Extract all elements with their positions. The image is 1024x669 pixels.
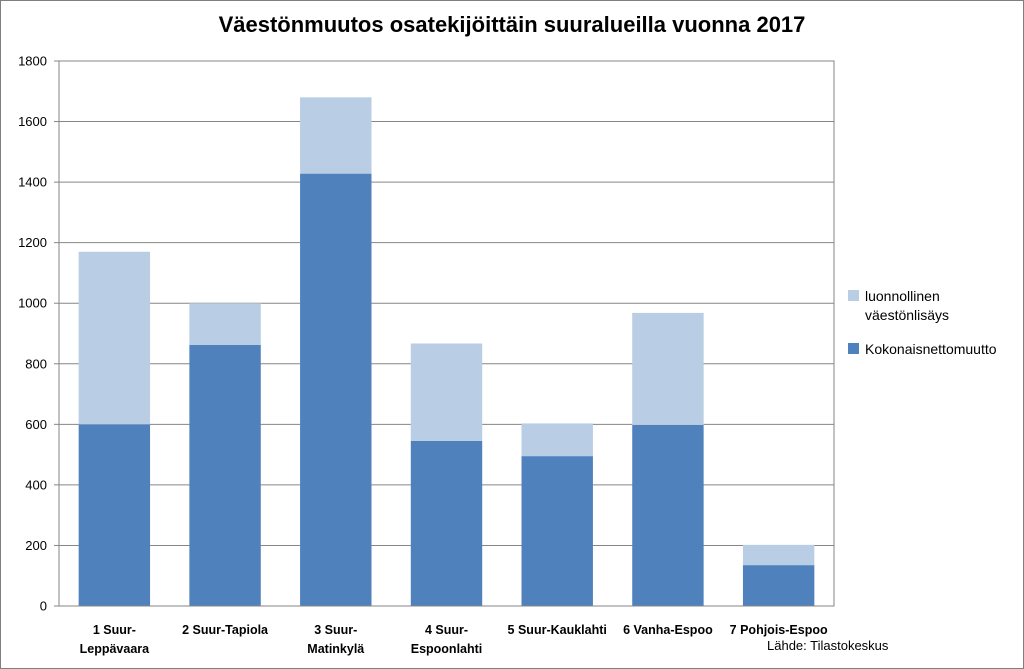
y-tick-label: 1600 xyxy=(18,114,47,129)
x-category-label: 3 Suur- Matinkylä xyxy=(307,623,364,656)
x-category-label: 7 Pohjois-Espoo xyxy=(730,623,828,637)
y-tick-label: 0 xyxy=(40,599,47,614)
x-category-label-line: 1 Suur- xyxy=(93,623,136,637)
x-category-label: 5 Suur-Kauklahti xyxy=(508,623,607,637)
x-category-label: 6 Vanha-Espoo xyxy=(623,623,713,637)
y-tick-label: 200 xyxy=(25,538,47,553)
legend-label-line: luonnollinen xyxy=(865,288,940,304)
legend-label: Kokonaisnettomuutto xyxy=(865,341,997,357)
chart-title: Väestönmuutos osatekijöittäin suuralueil… xyxy=(218,12,806,37)
bar-segment-kokonaisnettomuutto-5 xyxy=(521,456,593,606)
bar-segment-luonnollinen-4 xyxy=(410,343,483,441)
y-tick-label: 1400 xyxy=(18,175,47,190)
x-category-label-line: 2 Suur-Tapiola xyxy=(182,623,269,637)
x-category-label-line: 4 Suur- xyxy=(425,623,468,637)
y-tick-label: 800 xyxy=(25,356,47,371)
x-category-label: 4 Suur- Espoonlahti xyxy=(411,623,483,656)
x-category-label-line: 6 Vanha-Espoo xyxy=(623,623,713,637)
bar-segment-kokonaisnettomuutto-1 xyxy=(78,424,151,606)
legend-swatch xyxy=(848,290,859,301)
legend-label-line: Kokonaisnettomuutto xyxy=(865,341,997,357)
bar-segment-luonnollinen-2 xyxy=(189,303,261,346)
legend-swatch xyxy=(848,343,859,354)
plot-area: 0 200 400 600 800 1000 1200 1400 1600 1800 1 Suur-… xyxy=(18,54,835,656)
bar-segment-kokonaisnettomuutto-2 xyxy=(189,345,261,606)
y-tick-label: 400 xyxy=(25,477,47,492)
bar-segment-kokonaisnettomuutto-7 xyxy=(742,565,815,606)
bar-segment-kokonaisnettomuutto-4 xyxy=(410,440,483,606)
bar-segment-kokonaisnettomuutto-6 xyxy=(632,424,704,606)
bar-segment-luonnollinen-6 xyxy=(632,312,704,425)
y-tick-label: 1000 xyxy=(18,296,47,311)
source-note: Lähde: Tilastokeskus xyxy=(767,638,889,653)
x-category-label-line: 3 Suur- xyxy=(314,623,357,637)
y-tick-label: 1200 xyxy=(18,235,47,250)
legend: luonnollinen väestönlisäys Kokonaisnettomu… xyxy=(848,288,997,357)
x-category-label: 1 Suur- Leppävaara xyxy=(80,623,151,656)
x-category-label-line: Matinkylä xyxy=(307,642,364,656)
x-category-label: 2 Suur-Tapiola xyxy=(182,623,269,637)
x-category-label-line: Leppävaara xyxy=(80,642,151,656)
bar-segment-kokonaisnettomuutto-3 xyxy=(300,173,372,606)
y-tick-label: 600 xyxy=(25,417,47,432)
y-tick-label: 1800 xyxy=(18,54,47,69)
x-category-label-line: Espoonlahti xyxy=(411,642,483,656)
bar-segment-luonnollinen-7 xyxy=(742,544,815,566)
x-category-label-line: 7 Pohjois-Espoo xyxy=(730,623,828,637)
bar-segment-luonnollinen-3 xyxy=(300,97,372,174)
legend-label-line: väestönlisäys xyxy=(865,307,949,323)
bar-segment-luonnollinen-1 xyxy=(78,251,151,425)
bar-segment-luonnollinen-5 xyxy=(521,423,593,457)
legend-label: luonnollinen väestönlisäys xyxy=(865,288,949,323)
x-category-label-line: 5 Suur-Kauklahti xyxy=(508,623,607,637)
